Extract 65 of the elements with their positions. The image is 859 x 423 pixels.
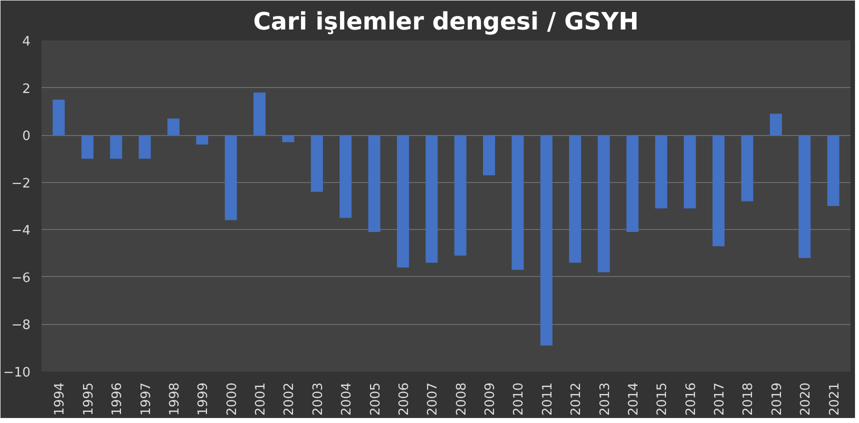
bar <box>167 118 180 136</box>
bar <box>569 135 582 263</box>
x-tick-label: 2014 <box>626 382 642 416</box>
bar <box>741 135 754 202</box>
x-tick-label: 2001 <box>254 382 269 416</box>
bar <box>196 135 208 145</box>
bar <box>340 135 352 218</box>
x-tick-label: 2007 <box>426 382 441 416</box>
y-tick-label: −6 <box>11 270 31 286</box>
chart-title: Cari işlemler dengesi / GSYH <box>253 8 639 36</box>
bar <box>110 135 122 159</box>
bar <box>254 92 266 136</box>
y-tick-label: −10 <box>3 366 31 380</box>
bar <box>798 135 811 258</box>
bar <box>52 100 65 136</box>
bar <box>512 135 524 270</box>
x-tick-label: 2006 <box>396 382 412 416</box>
x-tick-label: 2003 <box>310 382 326 416</box>
bar <box>598 135 610 272</box>
x-tick-label: 2005 <box>368 382 384 416</box>
bar <box>626 135 638 232</box>
x-tick-label: 2018 <box>741 382 756 416</box>
x-tick-label: 2017 <box>712 382 728 416</box>
bar <box>138 135 151 159</box>
bar <box>282 135 294 142</box>
x-tick-label: 1999 <box>196 382 212 416</box>
x-tick-label: 2004 <box>340 382 355 416</box>
bar <box>81 135 94 159</box>
x-tick-label: 2020 <box>798 382 814 416</box>
x-tick-label: 2015 <box>655 382 670 416</box>
x-tick-label: 1998 <box>167 382 182 416</box>
y-tick-label: 0 <box>22 129 31 144</box>
bar <box>827 135 840 206</box>
y-tick-label: −4 <box>11 224 31 239</box>
x-tick-label: 1996 <box>110 382 126 416</box>
x-tick-label: 2021 <box>827 382 842 416</box>
y-tick-label: −2 <box>11 176 31 192</box>
x-tick-label: 2008 <box>454 382 470 416</box>
bar <box>454 135 466 256</box>
x-tick-label: 2010 <box>512 382 527 416</box>
bar <box>770 114 782 136</box>
x-tick-label: 2002 <box>282 382 298 416</box>
x-tick-label: 1994 <box>52 382 68 416</box>
x-tick-label: 2013 <box>598 382 613 416</box>
x-tick-label: 2012 <box>569 382 584 416</box>
bar <box>655 135 668 208</box>
x-tick-label: 2009 <box>483 382 498 416</box>
bar <box>684 135 696 208</box>
x-tick-label: 2011 <box>540 382 556 416</box>
y-tick-label: 4 <box>22 34 31 50</box>
bar <box>224 135 237 220</box>
bar <box>310 135 323 192</box>
x-tick-label: 2019 <box>770 382 785 416</box>
x-tick-label: 2000 <box>224 382 240 416</box>
x-tick-label: 1997 <box>138 382 154 416</box>
y-tick-label: 2 <box>22 82 31 97</box>
bar <box>396 135 409 268</box>
bar <box>712 135 725 246</box>
x-tick-label: 1995 <box>81 382 96 416</box>
bar <box>426 135 438 263</box>
bar <box>540 135 552 346</box>
y-tick-label: −8 <box>11 318 31 334</box>
bar <box>483 135 496 176</box>
x-tick-label: 2016 <box>684 382 699 416</box>
bar <box>368 135 380 232</box>
